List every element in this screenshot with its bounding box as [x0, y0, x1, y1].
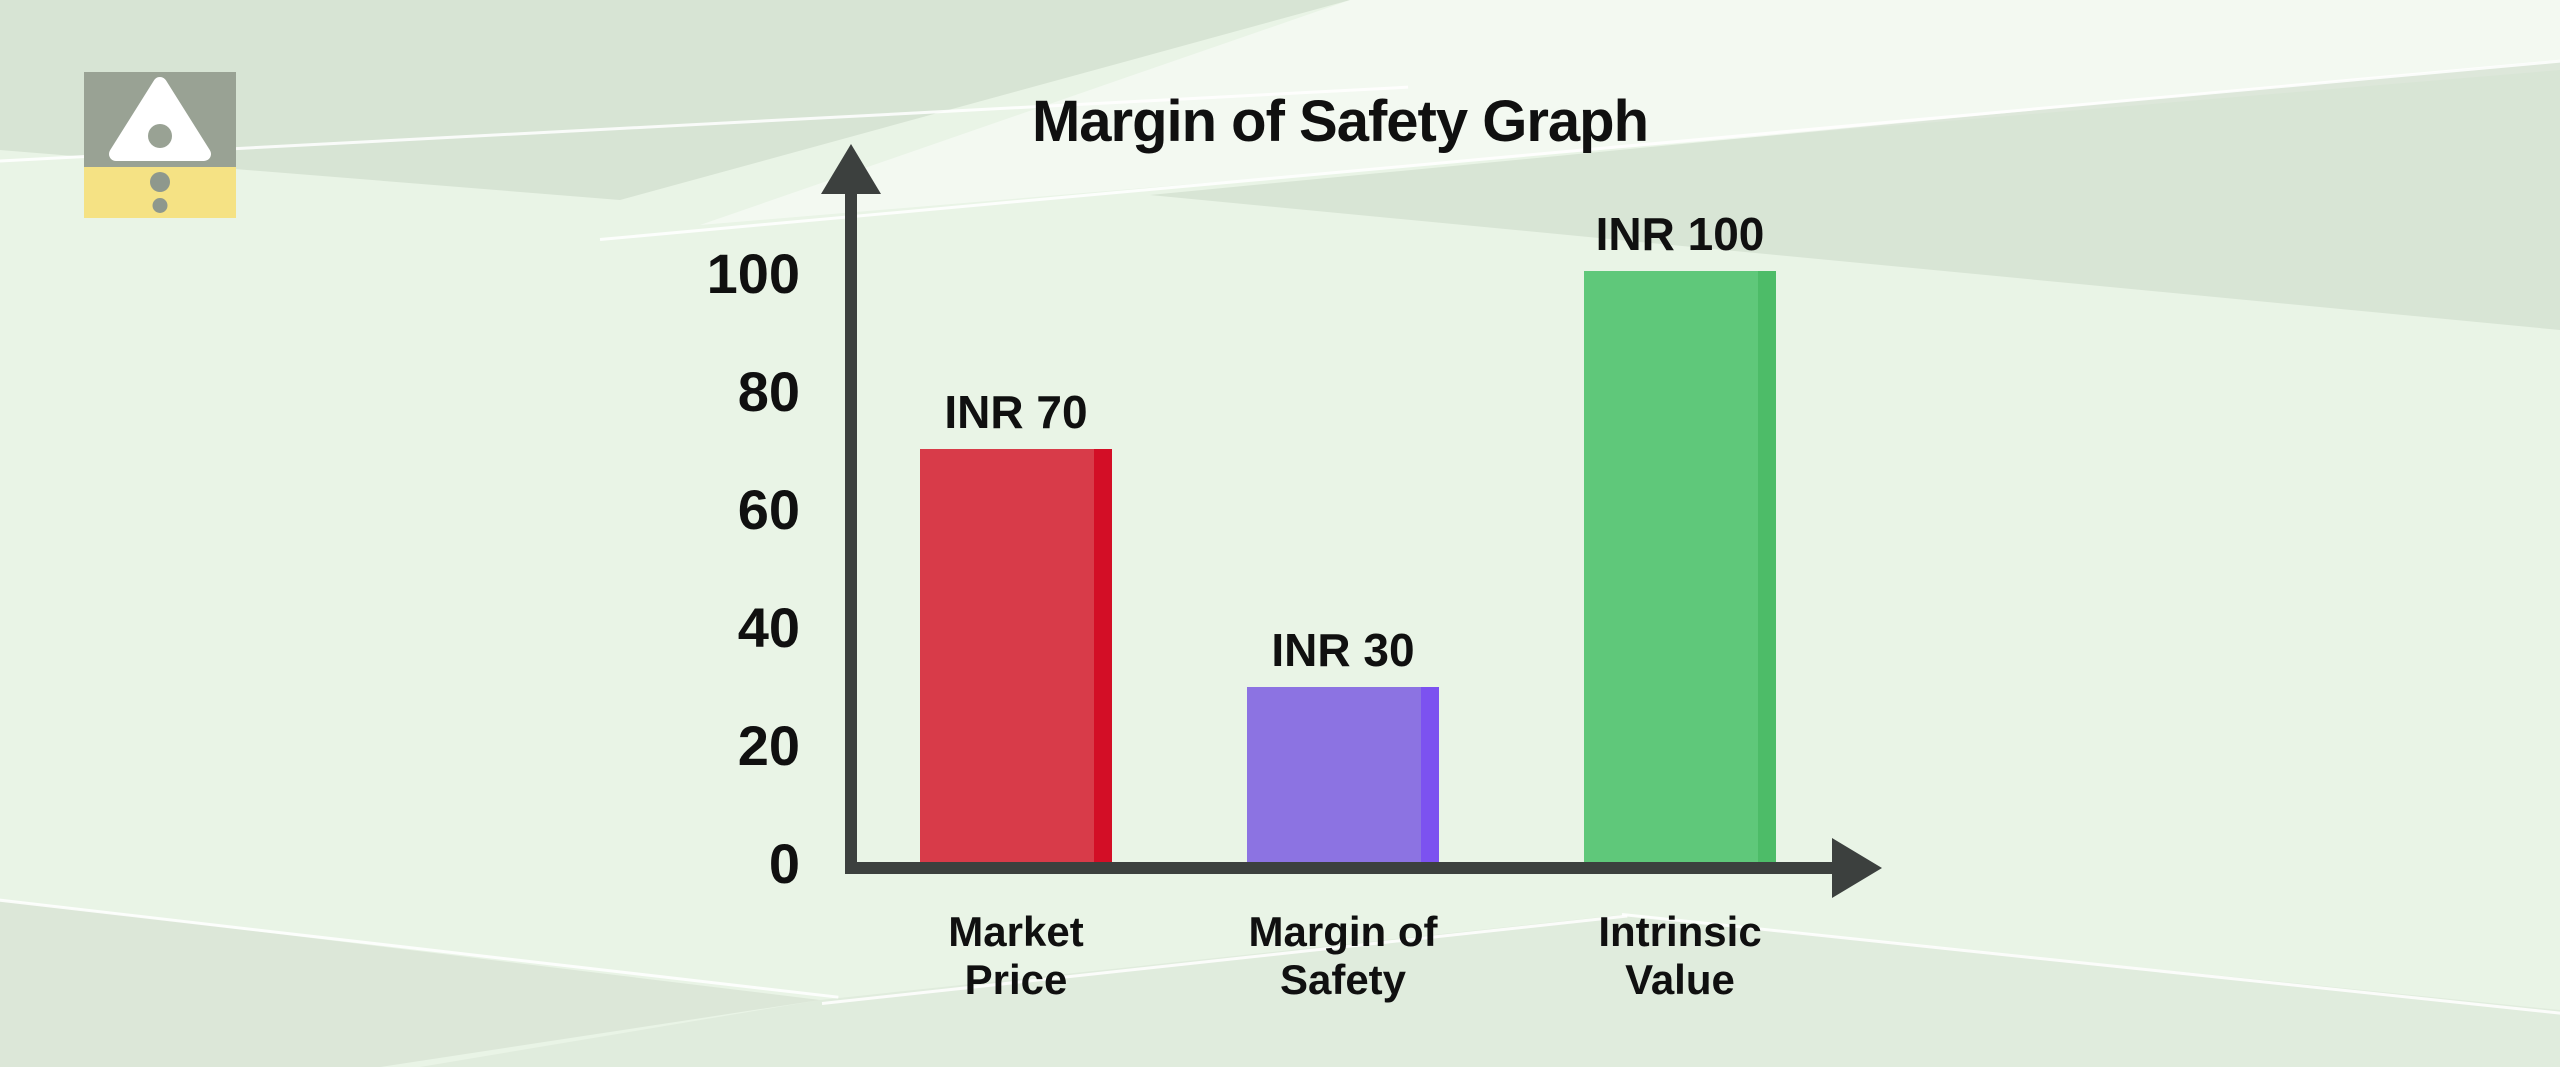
bar-column-market-price: INR 70 — [920, 389, 1112, 866]
triangle-with-dots-logo-icon — [109, 76, 211, 161]
bar-value-label: INR 30 — [1271, 624, 1415, 676]
bar-column-margin-of-safety: INR 30 — [1247, 627, 1439, 866]
bar-intrinsic-value — [1584, 271, 1776, 866]
bar-value-label: INR 70 — [944, 386, 1088, 438]
y-axis-tick-label-40: 40 — [737, 596, 800, 659]
chart-title: Margin of Safety Graph — [1031, 89, 1649, 154]
y-axis-tick-label-100: 100 — [706, 242, 800, 305]
x-axis-arrow-icon — [1832, 838, 1882, 898]
x-axis — [845, 862, 1835, 874]
bar-margin-of-safety — [1247, 687, 1439, 866]
logo-dot-icon — [150, 172, 170, 192]
logo-dot-icon — [152, 198, 168, 213]
background-seam-line — [0, 898, 839, 999]
x-axis-category-label: Margin of Safety — [1248, 908, 1438, 1003]
x-axis-category-label: Intrinsic Value — [1598, 908, 1762, 1003]
logo-top-block — [84, 72, 236, 167]
y-axis — [845, 185, 857, 874]
y-axis-tick-label-80: 80 — [737, 360, 800, 423]
logo — [84, 72, 236, 218]
bar-market-price — [920, 449, 1112, 866]
y-axis-tick-label-20: 20 — [737, 714, 800, 777]
y-axis-tick-label-60: 60 — [737, 478, 800, 541]
bar-value-label: INR 100 — [1595, 208, 1765, 260]
logo-bottom-block — [84, 167, 236, 218]
y-axis-tick-label-0: 0 — [768, 832, 800, 895]
bar-column-intrinsic-value: INR 100 — [1584, 211, 1776, 866]
x-axis-category-label: Market Price — [948, 908, 1084, 1003]
